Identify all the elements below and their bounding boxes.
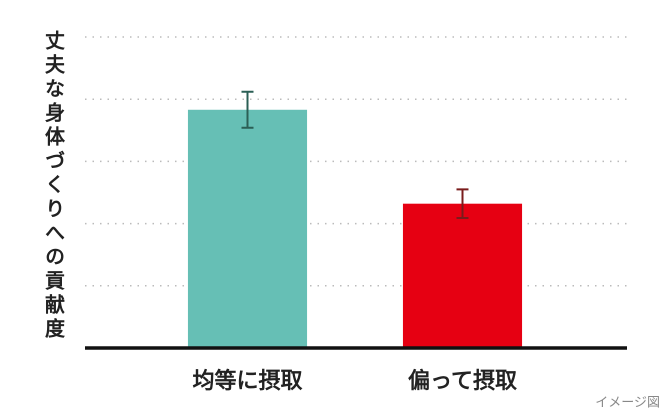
x-tick-label: 均等に摂取 — [192, 368, 302, 394]
bar — [402, 203, 523, 348]
y-axis-label: 丈夫な身体づくりへの貢献度 — [42, 30, 66, 342]
annotation: イメージ図 — [595, 396, 660, 411]
bar — [187, 109, 308, 348]
error-bar — [456, 188, 469, 220]
x-tick-label: 偏って摂取 — [408, 368, 517, 394]
error-bar — [241, 90, 254, 129]
